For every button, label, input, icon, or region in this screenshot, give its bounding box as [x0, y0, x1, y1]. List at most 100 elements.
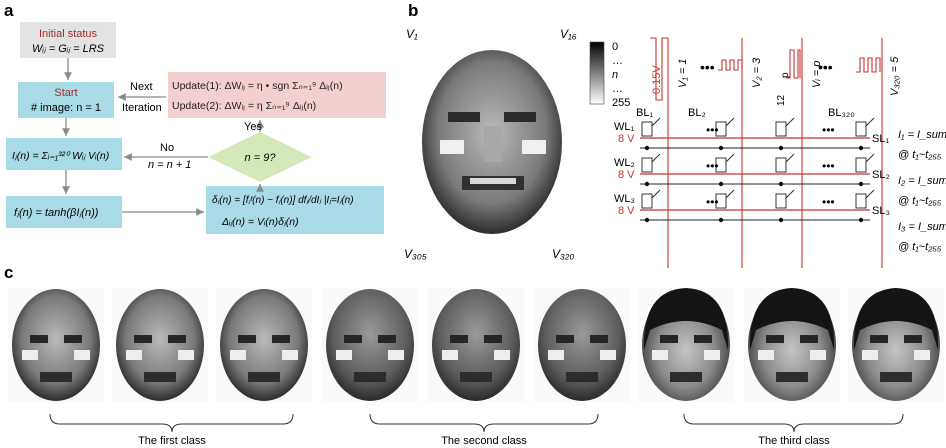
cheek-left — [442, 350, 458, 360]
delta-eq2: Δᵢⱼ(n) = Vᵢ(n)δⱼ(n) — [221, 216, 299, 228]
memristor — [865, 117, 875, 127]
initial-status-title: Initial status — [39, 28, 98, 40]
memristor — [651, 189, 661, 199]
output-time-3: @ t₁~t₂₅₅ — [898, 241, 942, 253]
crossbar-rows: ••• ••• ••• ••• ••• ••• — [640, 117, 875, 223]
activation-eq: fⱼ(n) = tanh(βIⱼ(n)) — [14, 207, 99, 219]
decision-text: n = 9? — [245, 152, 277, 164]
eye-left — [870, 335, 888, 343]
eye-left — [238, 335, 256, 343]
activation-box — [6, 196, 122, 228]
brace-third-class — [683, 413, 904, 433]
cheek-right — [74, 350, 90, 360]
brace-second-class — [369, 413, 599, 433]
eye-right — [904, 335, 922, 343]
memristor — [785, 117, 795, 127]
eye-left — [766, 335, 784, 343]
class-label-second: The second class — [441, 435, 527, 447]
face-shape — [220, 289, 308, 401]
cheek-right — [704, 350, 720, 360]
eye-left — [660, 335, 678, 343]
eye-right — [378, 335, 396, 343]
face-6 — [534, 288, 630, 402]
yes-label: Yes — [244, 121, 262, 133]
scale-dots-1: … — [612, 55, 623, 67]
node-dot — [858, 217, 864, 223]
brace-first-class — [49, 413, 294, 433]
ellipsis-row-2: ••• — [706, 159, 719, 173]
start-title: Start — [54, 87, 77, 99]
cheek-right — [282, 350, 298, 360]
initial-status-eq: Wᵢⱼ = Gᵢⱼ = LRS — [32, 43, 105, 55]
eye-left — [556, 335, 574, 343]
wl-voltage-1: 8 V — [618, 133, 635, 145]
mouth — [460, 372, 492, 382]
ellipsis-row-2: ••• — [822, 159, 835, 173]
node-dot — [644, 145, 650, 151]
update1-eq: Update(1): ΔWᵢⱼ = η • sgn Σₙ₌₁⁹ Δᵢⱼ(n) — [172, 80, 343, 92]
transistor — [641, 193, 653, 209]
memristor — [785, 189, 795, 199]
cell-r3-c2 — [715, 189, 735, 223]
sl-label-3: SL₃ — [872, 205, 890, 217]
transistor — [641, 157, 653, 173]
scale-n: n — [612, 69, 618, 81]
hair — [643, 288, 729, 350]
initial-status-box — [20, 22, 116, 58]
face-1 — [8, 288, 104, 402]
increment-label: n = n + 1 — [148, 159, 191, 171]
eye-right — [800, 335, 818, 343]
corner-v320: V₃₂₀ — [552, 247, 574, 261]
face-7 — [638, 288, 734, 402]
output-current-2: I₂ = I_sum — [898, 175, 946, 187]
transistor — [715, 193, 727, 209]
wl-label-1: WL₁ — [614, 121, 635, 133]
memristor — [651, 117, 661, 127]
pulse-p: p — [780, 72, 791, 78]
transistor — [855, 121, 867, 137]
node-dot — [644, 217, 650, 223]
scale-top: 0 — [612, 41, 618, 53]
cheek-left — [548, 350, 564, 360]
class-label-third: The third class — [758, 435, 830, 447]
scale-dots-2: … — [612, 83, 623, 95]
eye-right — [168, 335, 186, 343]
cheek-left — [22, 350, 38, 360]
input-face-image — [418, 46, 566, 242]
corner-v16: V₁₆ — [560, 27, 577, 41]
face-shape — [116, 289, 204, 401]
eye-left — [134, 335, 152, 343]
cell-r1-c4 — [855, 117, 875, 151]
current-eq: Iⱼ(n) = Σᵢ₌₁³²⁰ Wᵢⱼ Vᵢ(n) — [12, 150, 109, 162]
mouth — [144, 372, 176, 382]
face-shape — [326, 289, 414, 401]
output-time-1: @ t₁~t₂₅₅ — [898, 149, 942, 161]
cell-r3-c3 — [775, 189, 795, 223]
cell-r2-c4 — [855, 153, 875, 187]
decision-diamond — [208, 132, 312, 182]
face-2 — [112, 288, 208, 402]
cheek-left — [862, 350, 878, 360]
mouth — [670, 372, 702, 382]
ellipsis-row-1: ••• — [706, 123, 719, 137]
cell-r3-c4 — [855, 189, 875, 223]
node-dot — [718, 145, 724, 151]
face-3 — [216, 288, 312, 402]
wl-label-3: WL₃ — [614, 193, 635, 205]
transistor — [775, 193, 787, 209]
v-label-320: V₃₂₀ = 5 — [889, 56, 901, 96]
hair — [853, 288, 939, 350]
transistor — [775, 121, 787, 137]
node-dot — [718, 217, 724, 223]
corner-v1: V₁ — [406, 27, 418, 41]
cell-r3-c1 — [641, 189, 661, 223]
v-label-1: V₁ = 1 — [677, 59, 689, 88]
memristor — [725, 189, 735, 199]
cheek-right — [388, 350, 404, 360]
v-label-i: Vᵢ = p — [811, 61, 823, 88]
no-label: No — [160, 142, 174, 154]
next-label: Next — [130, 81, 153, 93]
start-box — [18, 82, 114, 118]
mouth — [248, 372, 280, 382]
sl-label-2: SL₂ — [872, 169, 890, 181]
